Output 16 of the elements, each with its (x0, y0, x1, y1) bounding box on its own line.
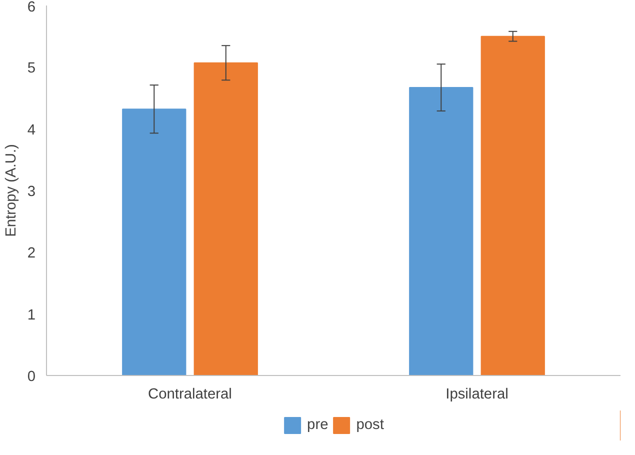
bar (194, 62, 258, 376)
legend-label: pre (307, 417, 328, 433)
bar (409, 87, 474, 376)
y-tick-label: 2 (27, 246, 36, 262)
y-tick-label: 0 (27, 369, 36, 385)
y-tick-label: 3 (27, 184, 36, 200)
x-tick-label: Ipsilateral (446, 386, 508, 402)
y-tick-label: 4 (27, 122, 36, 138)
bar (122, 108, 186, 376)
y-tick-label: 1 (27, 307, 36, 324)
y-tick-label: 5 (27, 60, 36, 77)
bar (480, 36, 545, 376)
y-tick-label: 6 (27, 0, 36, 16)
y-axis-title: Entropy (A.U.) (3, 144, 20, 237)
legend-label: post (356, 417, 384, 433)
x-tick-label: Contralateral (148, 386, 232, 402)
